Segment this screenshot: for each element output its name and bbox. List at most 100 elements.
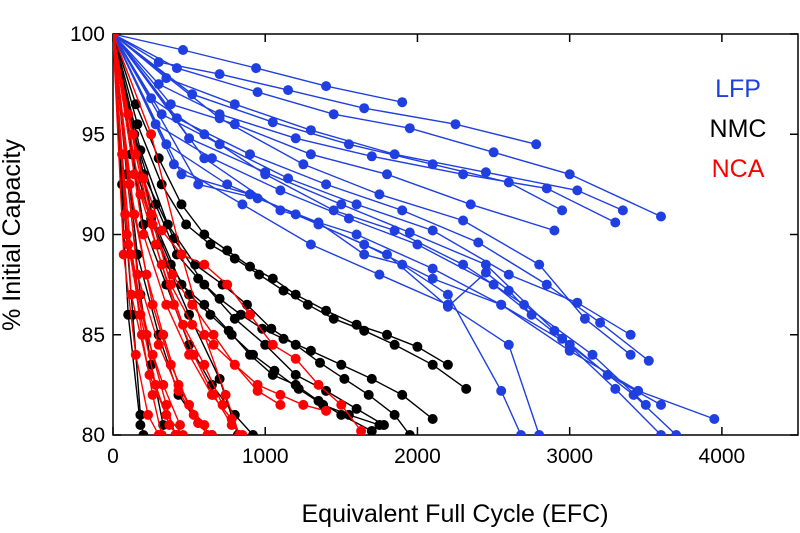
series-nca-point	[356, 426, 367, 435]
series-nmc-point	[382, 329, 392, 340]
series-lfp-point	[237, 199, 248, 210]
series-lfp-point	[389, 149, 400, 160]
legend: LFP NMC NCA	[710, 75, 767, 183]
series-nmc-point	[248, 430, 258, 435]
series-nca-point	[161, 399, 172, 410]
series-nca-point	[133, 289, 144, 300]
series-nca-point	[175, 420, 185, 430]
series-nmc-point	[442, 359, 453, 370]
series-nca-point	[252, 385, 263, 396]
series-nmc-point	[214, 293, 225, 304]
series-nca-point	[217, 399, 228, 410]
series-lfp-point	[709, 414, 720, 424]
series-lfp-point	[595, 317, 606, 328]
series-nca-line	[113, 34, 240, 435]
series-lfp-point	[146, 93, 157, 104]
series-nmc-point	[359, 325, 370, 336]
series-lfp-point	[442, 289, 453, 300]
y-axis-title: % Initial Capacity	[0, 139, 26, 331]
series-nca-point	[199, 259, 210, 270]
series-lfp-point	[587, 349, 598, 360]
series-lfp-point	[564, 345, 575, 356]
series-nca-point	[290, 353, 301, 364]
legend-entry-lfp: LFP	[715, 75, 761, 103]
series-nmc-point	[351, 403, 362, 414]
series-lfp-point	[305, 239, 316, 250]
series-nmc-point	[254, 269, 265, 280]
series-lfp-point	[549, 225, 560, 236]
series-nca-point	[193, 418, 204, 428]
series-nca-point	[138, 229, 149, 240]
series-nca-point	[156, 430, 167, 435]
series-nmc-point	[290, 369, 301, 380]
series-lfp-point	[671, 430, 682, 435]
series-nca-point	[167, 269, 178, 280]
series-nmc-point	[176, 199, 187, 210]
series-lfp-point	[656, 430, 666, 435]
series-nca-point	[156, 225, 167, 236]
series-lfp-point	[328, 109, 339, 120]
origin-point	[113, 34, 119, 40]
series-lfp-point	[503, 269, 514, 280]
series-lfp-point	[283, 85, 294, 96]
series-lfp-point	[412, 239, 423, 250]
series-lfp-point	[260, 169, 271, 180]
series-nmc-point	[267, 369, 278, 380]
series-nca-point	[129, 169, 140, 180]
series-nmc-point	[290, 379, 301, 390]
y-tick-label: 80	[82, 424, 105, 447]
series-nmc-point	[260, 339, 271, 350]
x-tick-label: 0	[107, 445, 119, 468]
series-nca-line	[113, 34, 233, 420]
series-nca-point	[170, 430, 181, 435]
series-lfp-point	[336, 199, 347, 210]
series-lfp-point	[305, 149, 316, 160]
series-nmc-line	[113, 34, 434, 420]
series-lfp-point	[178, 45, 188, 55]
series-nmc-point	[199, 229, 210, 240]
series-nmc-point	[366, 373, 377, 384]
series-nca-point	[199, 329, 210, 340]
series-nca-point	[208, 329, 219, 340]
series-nca-point	[176, 249, 187, 260]
series-nmc-point	[366, 426, 377, 435]
series-lfp-point	[427, 225, 438, 236]
series-lfp-point	[168, 159, 179, 170]
series-nca-point	[147, 299, 158, 310]
series-nca-point	[184, 349, 195, 360]
series-nmc-point	[229, 253, 240, 264]
series-nmc-point	[389, 409, 400, 420]
series-lfp-point	[404, 123, 415, 134]
series-lfp-point	[351, 199, 362, 210]
series-lfp-point	[564, 169, 575, 180]
series-lfp-point	[480, 167, 491, 178]
series-nmc-point	[199, 279, 210, 290]
series-nmc-point	[461, 383, 472, 394]
series-lfp-line	[113, 34, 647, 406]
series-lfp-point	[633, 385, 644, 396]
series-nmc-point	[138, 219, 149, 230]
series-lfp-point	[397, 259, 408, 270]
series-lfp-point	[458, 215, 469, 226]
series-lfp-point	[503, 339, 514, 350]
series-nmc-point	[223, 325, 234, 336]
series-lfp-point	[496, 299, 507, 310]
series-lfp-point	[214, 69, 225, 80]
series-lfp-point	[503, 177, 514, 188]
x-axis-title: Equivalent Full Cycle (EFC)	[301, 500, 608, 528]
series-nca-point	[336, 399, 347, 410]
series-nmc-point	[205, 309, 216, 320]
series-nca-point	[245, 309, 255, 320]
series-nmc-point	[389, 339, 400, 350]
series-lfp-point	[153, 79, 164, 90]
series-nmc-point	[315, 357, 325, 368]
series-lfp-point	[534, 259, 545, 270]
x-tick-label: 4000	[699, 445, 746, 468]
series-lfp-point	[382, 249, 392, 260]
series-lfp-point	[519, 299, 529, 310]
series-lfp-point	[298, 159, 309, 170]
series-lfp-point	[404, 227, 415, 238]
series-nmc-point	[245, 261, 255, 272]
series-nmc-point	[257, 323, 268, 334]
series-lfp-line	[113, 34, 616, 224]
